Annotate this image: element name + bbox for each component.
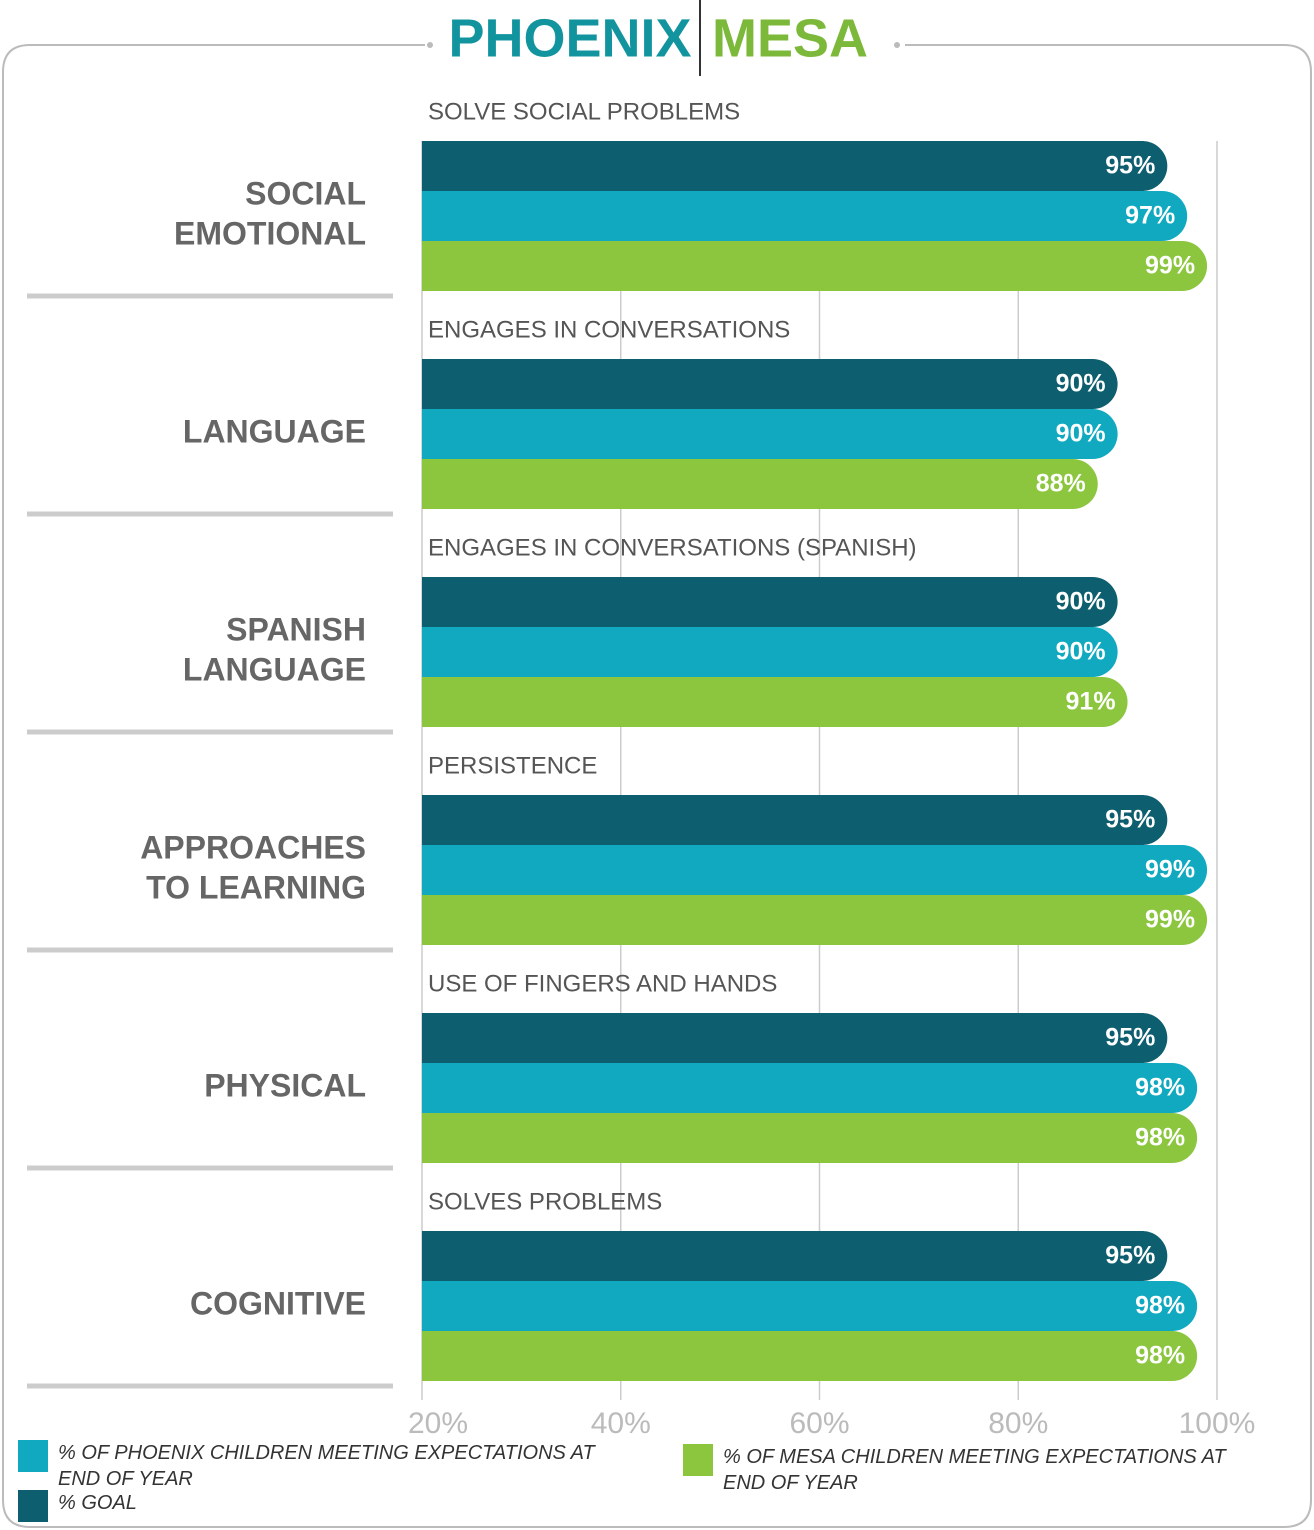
frame-dot (894, 42, 900, 48)
value-label: 99% (1145, 252, 1195, 280)
legend-swatch (18, 1490, 48, 1522)
value-label: 90% (1056, 370, 1106, 398)
category-label: APPROACHES (140, 829, 366, 865)
bar (422, 1013, 1168, 1063)
legend-label: % GOAL (58, 1492, 137, 1514)
title: MESA (712, 8, 868, 68)
bar (422, 191, 1188, 241)
value-label: 98% (1135, 1292, 1185, 1320)
bar (422, 1113, 1198, 1163)
value-label: 91% (1066, 688, 1116, 716)
title: PHOENIX (448, 8, 691, 68)
value-label: 98% (1135, 1074, 1185, 1102)
category-label: TO LEARNING (146, 869, 366, 905)
value-label: 99% (1145, 906, 1195, 934)
subtitle: ENGAGES IN CONVERSATIONS (SPANISH) (428, 534, 917, 561)
bar (422, 577, 1118, 627)
bar (422, 795, 1168, 845)
value-label: 95% (1105, 806, 1155, 834)
frame (2, 44, 1312, 1528)
bar (422, 458, 1098, 509)
x-tick-label: 60% (789, 1407, 849, 1440)
category-label: LANGUAGE (183, 651, 366, 687)
x-tick-label: 100% (1179, 1407, 1256, 1440)
legend-label: % OF MESA CHILDREN MEETING EXPECTATIONS … (723, 1446, 1226, 1494)
subtitle: PERSISTENCE (428, 752, 597, 779)
bar (422, 1331, 1198, 1381)
category-label: EMOTIONAL (174, 215, 366, 251)
legend-item: % GOAL (18, 1490, 598, 1522)
legend-item: % OF PHOENIX CHILDREN MEETING EXPECTATIO… (18, 1440, 598, 1492)
value-label: 90% (1056, 588, 1106, 616)
category-label: SPANISH (226, 611, 366, 647)
frame-dot (427, 42, 433, 48)
category-label: SOCIAL (245, 175, 366, 211)
subtitle: USE OF FINGERS AND HANDS (428, 970, 777, 997)
bar (422, 1063, 1198, 1113)
x-tick-label: 80% (988, 1407, 1048, 1440)
value-label: 95% (1105, 152, 1155, 180)
bar (422, 241, 1208, 291)
x-tick-label: 20% (408, 1407, 468, 1440)
subtitle: SOLVE SOCIAL PROBLEMS (428, 98, 740, 125)
bar (422, 141, 1168, 191)
value-label: 90% (1056, 420, 1106, 448)
value-label: 90% (1056, 638, 1106, 666)
bar (422, 627, 1118, 677)
value-label: 95% (1105, 1024, 1155, 1052)
legend-swatch (18, 1440, 48, 1472)
value-label: 88% (1036, 470, 1086, 498)
bar (422, 895, 1208, 945)
category-label: LANGUAGE (183, 413, 366, 449)
value-label: 95% (1105, 1242, 1155, 1270)
subtitle: SOLVES PROBLEMS (428, 1188, 662, 1215)
category-label: COGNITIVE (190, 1285, 366, 1321)
bar (422, 1281, 1198, 1331)
legend-label: % OF PHOENIX CHILDREN MEETING EXPECTATIO… (58, 1442, 595, 1490)
value-label: 98% (1135, 1124, 1185, 1152)
x-tick-label: 40% (591, 1407, 651, 1440)
value-label: 97% (1125, 202, 1175, 230)
legend-swatch (683, 1444, 713, 1476)
value-label: 98% (1135, 1342, 1185, 1370)
bar (422, 845, 1208, 895)
bar (422, 1231, 1168, 1281)
legend-item: % OF MESA CHILDREN MEETING EXPECTATIONS … (683, 1444, 1243, 1496)
category-label: PHYSICAL (204, 1067, 366, 1103)
bar (422, 359, 1118, 409)
value-label: 99% (1145, 856, 1195, 884)
subtitle: ENGAGES IN CONVERSATIONS (428, 316, 790, 343)
bar (422, 408, 1118, 459)
bar (422, 677, 1128, 727)
